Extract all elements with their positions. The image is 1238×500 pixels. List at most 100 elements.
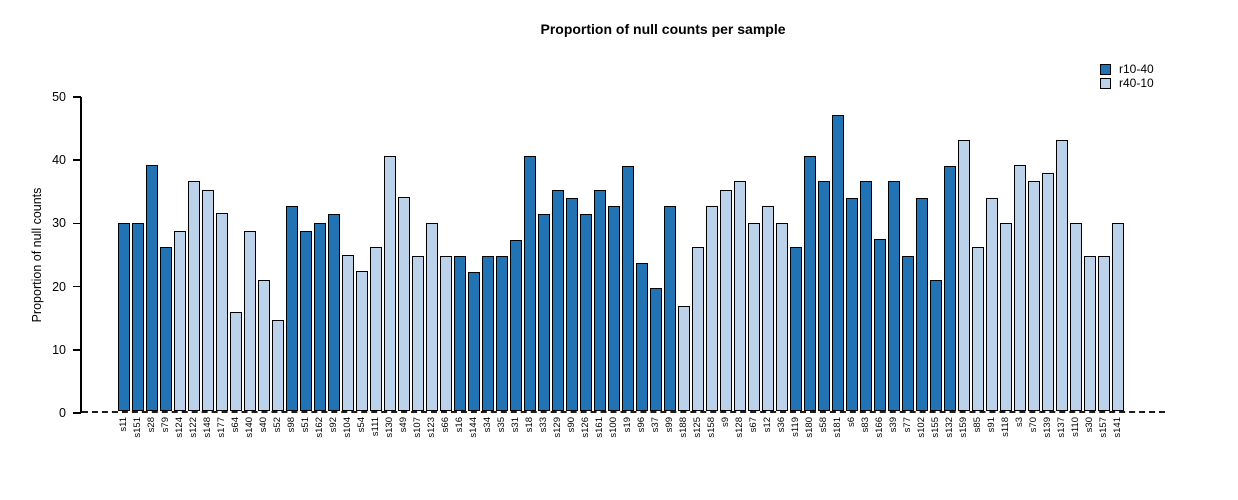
y-tick-mark-40 xyxy=(72,159,81,161)
y-axis-line xyxy=(80,97,82,413)
bar-s124 xyxy=(174,230,186,411)
x-tick-label-s58: s58 xyxy=(818,417,829,433)
bar-s140 xyxy=(244,230,256,411)
bar-s31 xyxy=(510,239,522,411)
bar-s33 xyxy=(538,213,550,411)
x-slot-s39: s39 xyxy=(888,417,900,465)
x-slot-s128: s128 xyxy=(734,417,746,465)
x-slot-s9: s9 xyxy=(720,417,732,465)
y-tick-mark-20 xyxy=(72,285,81,288)
x-tick-label-s141: s141 xyxy=(1112,417,1123,438)
bar-s51 xyxy=(300,230,312,411)
bar-s166 xyxy=(874,239,886,411)
x-tick-label-s28: s28 xyxy=(146,417,157,433)
x-slot-s37: s37 xyxy=(650,417,662,465)
x-tick-label-s159: s159 xyxy=(958,417,969,438)
y-tick-label-10: 10 xyxy=(52,342,66,357)
bar-s34 xyxy=(482,255,494,411)
x-tick-label-s124: s124 xyxy=(174,417,185,438)
bars-container xyxy=(118,114,1124,411)
x-slot-s180: s180 xyxy=(804,417,816,465)
x-tick-label-s77: s77 xyxy=(902,417,913,433)
x-slot-s52: s52 xyxy=(272,417,284,465)
bar-s30 xyxy=(1084,255,1096,411)
x-tick-label-s158: s158 xyxy=(706,417,717,438)
x-slot-s140: s140 xyxy=(244,417,256,465)
x-tick-label-s12: s12 xyxy=(762,417,773,433)
bar-s141 xyxy=(1112,222,1124,411)
x-slot-s92: s92 xyxy=(328,417,340,465)
x-tick-label-s110: s110 xyxy=(1070,417,1081,437)
bar-s91 xyxy=(986,198,998,411)
x-tick-label-s6: s6 xyxy=(846,417,857,428)
x-slot-s6: s6 xyxy=(846,417,858,465)
bar-s66 xyxy=(440,255,452,411)
bar-s139 xyxy=(1042,173,1054,411)
x-tick-label-s35: s35 xyxy=(496,417,507,433)
bar-s129 xyxy=(552,189,564,411)
x-slot-s83: s83 xyxy=(860,417,872,465)
x-tick-label-s139: s139 xyxy=(1042,417,1053,438)
x-tick-label-s188: s188 xyxy=(678,417,689,438)
x-tick-label-s162: s162 xyxy=(314,417,325,438)
x-slot-s177: s177 xyxy=(216,417,228,465)
x-slot-s100: s100 xyxy=(608,417,620,465)
x-slot-s18: s18 xyxy=(524,417,536,465)
x-slot-s125: s125 xyxy=(692,417,704,465)
x-slot-s33: s33 xyxy=(538,417,550,465)
bar-s3 xyxy=(1014,164,1026,411)
bar-s90 xyxy=(566,198,578,411)
x-slot-s107: s107 xyxy=(412,417,424,465)
x-slot-s77: s77 xyxy=(902,417,914,465)
x-tick-label-s54: s54 xyxy=(356,417,367,433)
x-tick-label-s64: s64 xyxy=(230,417,241,433)
y-tick-mark-30 xyxy=(72,222,81,225)
bar-s180 xyxy=(804,156,816,411)
x-tick-label-s49: s49 xyxy=(398,417,409,433)
x-slot-s67: s67 xyxy=(748,417,760,465)
x-slot-s130: s130 xyxy=(384,417,396,465)
bar-s128 xyxy=(734,181,746,411)
bar-s6 xyxy=(846,198,858,411)
x-tick-label-s34: s34 xyxy=(482,417,493,433)
x-slot-s79: s79 xyxy=(160,417,172,465)
x-slot-s54: s54 xyxy=(356,417,368,465)
x-tick-label-s180: s180 xyxy=(804,417,815,438)
x-slot-s122: s122 xyxy=(188,417,200,465)
x-tick-label-s39: s39 xyxy=(888,417,899,433)
bar-s188 xyxy=(678,305,690,411)
bar-s110 xyxy=(1070,222,1082,411)
x-tick-label-s79: s79 xyxy=(160,417,171,433)
bar-s102 xyxy=(916,198,928,411)
x-tick-label-s123: s123 xyxy=(426,417,437,438)
x-slot-s159: s159 xyxy=(958,417,970,465)
x-tick-label-s151: s151 xyxy=(132,417,143,438)
zero-baseline-dashed-line xyxy=(82,411,1165,413)
bar-s107 xyxy=(412,255,424,411)
bar-s35 xyxy=(496,255,508,411)
legend-item-r10-40: r10-40 xyxy=(1100,62,1154,76)
bar-s28 xyxy=(146,164,158,411)
x-slot-s141: s141 xyxy=(1112,417,1124,465)
bar-s132 xyxy=(944,165,956,411)
x-tick-label-s36: s36 xyxy=(776,417,787,433)
x-slot-s158: s158 xyxy=(706,417,718,465)
bar-s58 xyxy=(818,181,830,411)
x-slot-s157: s157 xyxy=(1098,417,1110,465)
x-tick-label-s140: s140 xyxy=(244,417,255,438)
x-tick-label-s70: s70 xyxy=(1028,417,1039,433)
bar-s158 xyxy=(706,205,718,411)
x-slot-s90: s90 xyxy=(566,417,578,465)
bar-s67 xyxy=(748,222,760,411)
x-tick-label-s157: s157 xyxy=(1098,417,1109,438)
x-slot-s11: s11 xyxy=(118,417,130,465)
x-tick-label-s137: s137 xyxy=(1056,417,1067,438)
x-tick-label-s83: s83 xyxy=(860,417,871,433)
bar-s162 xyxy=(314,222,326,411)
x-slot-s51: s51 xyxy=(300,417,312,465)
bar-s122 xyxy=(188,181,200,411)
x-tick-label-s132: s132 xyxy=(944,417,955,438)
x-tick-label-s96: s96 xyxy=(636,417,647,433)
x-slot-s137: s137 xyxy=(1056,417,1068,465)
